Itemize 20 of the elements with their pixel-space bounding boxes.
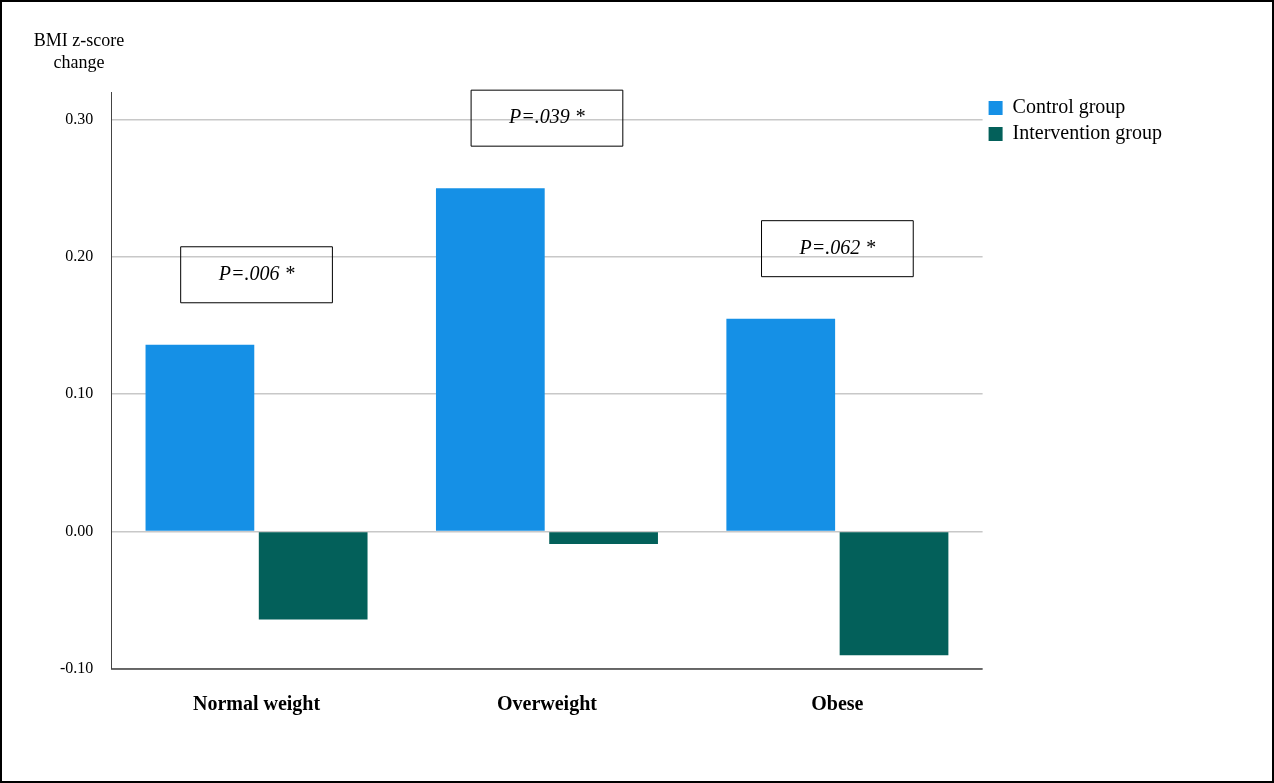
annotation: P=.006 * [217,262,295,285]
y-tick-label: 0.00 [65,521,94,539]
bar [839,532,949,656]
y-tick-label: 0.30 [65,109,94,127]
annotation: P=.062 * [798,235,876,258]
y-tick-label: 0.20 [65,247,94,265]
bar [435,188,545,531]
x-tick-label: Overweight [496,692,598,716]
x-tick-label: Obese [811,692,864,715]
bar [145,344,255,531]
annotation: P=.039 * [508,105,585,128]
legend-label: Control group [1012,95,1126,119]
bar [549,532,658,544]
bar [258,532,368,620]
y-tick-label: -0.10 [60,659,94,677]
x-tick-label: Normal weight [192,692,321,716]
bar [726,318,836,531]
y-axis-title: BMI z-score change [33,29,125,72]
y-tick-label: 0.10 [65,384,94,402]
legend-label: Intervention group [1012,121,1162,145]
